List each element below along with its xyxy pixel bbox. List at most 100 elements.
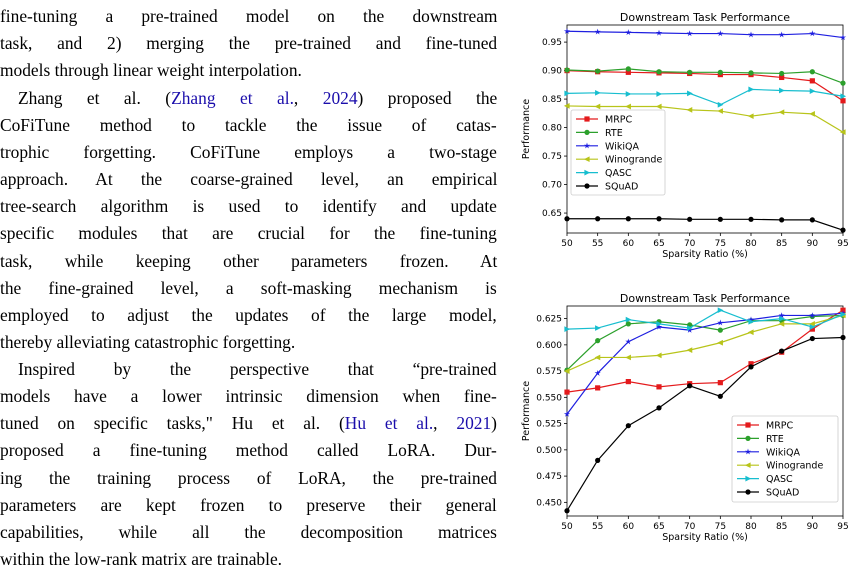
text-line: trophic forgetting. CoFiTune employs a t… (0, 142, 497, 162)
x-tick-label: 50 (561, 239, 573, 249)
legend-label: SQuAD (766, 488, 799, 499)
data-point (840, 334, 846, 341)
data-point (748, 70, 754, 76)
data-point (655, 29, 663, 36)
data-point (625, 338, 632, 345)
y-axis-label: Performance (521, 381, 532, 441)
text-span: proposed a fine-tuning method called LoR… (0, 440, 497, 460)
data-point (747, 31, 755, 38)
data-point (625, 316, 632, 323)
x-tick-label: 60 (623, 239, 635, 249)
data-point (594, 28, 601, 35)
data-point (840, 93, 847, 100)
data-point (809, 312, 816, 319)
y-tick-label: 0.70 (542, 181, 562, 191)
text-span: ing the training process of LoRA, the pr… (0, 468, 497, 488)
series-line (566, 312, 844, 415)
y-axis-label: Performance (521, 99, 532, 159)
data-point (748, 364, 754, 370)
legend: MRPC RTE WikiQA Winogrande QASC SQuAD (731, 415, 839, 503)
legend-label: SQuAD (605, 182, 638, 193)
data-point (686, 30, 693, 37)
data-point (655, 103, 662, 110)
citation-link[interactable]: 2021 (456, 413, 492, 433)
text-line: thereby alleviating catastrophic forgett… (0, 332, 295, 352)
data-point (687, 216, 693, 222)
data-point (655, 323, 663, 330)
text-line: Zhang et al. (Zhang et al., 2024) propos… (18, 88, 497, 108)
y-tick-label: 0.525 (536, 420, 562, 430)
data-point (656, 405, 662, 411)
text-line: task, and 2) merging the pre-trained and… (0, 33, 497, 53)
legend: MRPC RTE WikiQA Winogrande QASC SQuAD (570, 109, 666, 196)
data-point (809, 78, 815, 84)
data-point (747, 329, 754, 336)
data-point (779, 87, 785, 94)
y-tick-label: 0.475 (536, 472, 562, 482)
text-line: capabilities, while all the decompositio… (0, 522, 497, 542)
x-tick-label: 75 (715, 522, 726, 532)
figure-panel-top: Downstream Task Performance 50 55 60 65 70 75 8… (505, 0, 853, 268)
data-point (778, 109, 785, 116)
data-point (625, 321, 631, 327)
text-line: specific modules that are crucial for th… (0, 223, 497, 243)
data-point (744, 462, 751, 469)
legend-label: QASC (605, 168, 632, 179)
x-tick-label: 95 (837, 239, 848, 249)
x-tick-label: 60 (623, 522, 635, 532)
data-point (839, 129, 846, 135)
data-point (584, 183, 590, 189)
data-point (779, 217, 785, 223)
citation-link[interactable]: 2024 (322, 88, 358, 108)
text-line: models have a lower intrinsic dimension … (0, 386, 497, 406)
series-wikiqa (563, 28, 847, 41)
data-point (584, 129, 590, 135)
data-point (840, 80, 846, 86)
data-point (656, 384, 662, 390)
data-point (583, 156, 590, 163)
series-line (566, 314, 844, 371)
data-point (564, 326, 571, 332)
text-line: employed to adjust the updates of the la… (0, 305, 497, 325)
x-tick-label: 65 (653, 522, 664, 532)
text-line: fine-tuning a pre-trained model on the d… (0, 6, 497, 26)
data-point (745, 489, 751, 495)
data-point (809, 69, 815, 75)
data-point (778, 312, 785, 319)
x-tick-label: 80 (745, 239, 757, 249)
y-tick-label: 0.625 (536, 315, 562, 325)
data-point (745, 475, 752, 482)
series-line (566, 309, 844, 393)
series-line (566, 309, 844, 330)
text-span: ) proposed the (357, 88, 498, 108)
data-point (656, 91, 663, 97)
text-line: ing the training process of LoRA, the pr… (0, 468, 497, 488)
data-point (594, 103, 601, 110)
text-span: employed to adjust the updates of the la… (0, 305, 497, 325)
series-mrpc (564, 67, 846, 104)
x-tick-label: 50 (561, 522, 573, 532)
y-tick-label: 0.600 (536, 341, 562, 351)
citation-link[interactable]: Zhang et al. (171, 88, 294, 108)
series-qasc (564, 86, 847, 108)
data-point (748, 361, 754, 367)
citation-link[interactable]: Hu et al. (344, 413, 434, 433)
data-point (686, 326, 693, 333)
data-point (687, 90, 693, 97)
series-winogrande (563, 103, 846, 135)
x-tick-label: 55 (592, 239, 603, 249)
data-point (717, 101, 724, 108)
data-point (564, 508, 570, 514)
text-line: Inspired by the perspective that “pre-tr… (18, 359, 497, 379)
data-point (717, 30, 724, 37)
text-span: parameters are kept frozen to preserve t… (0, 495, 497, 515)
data-point (717, 393, 723, 399)
data-point (809, 88, 816, 94)
data-point (584, 169, 591, 176)
data-point (748, 318, 755, 325)
data-point (595, 457, 601, 463)
data-point (595, 89, 601, 96)
data-point (563, 28, 571, 34)
series-mrpc (564, 307, 846, 395)
series-squad (564, 334, 846, 514)
